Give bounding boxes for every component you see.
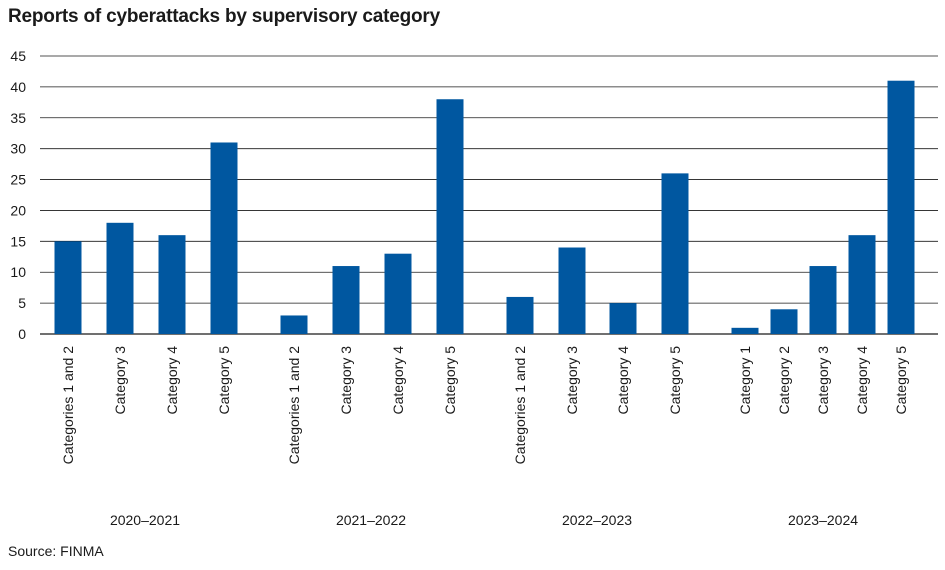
y-tick-label: 15 <box>10 233 26 249</box>
bar <box>384 253 412 334</box>
x-tick-label: Categories 1 and 2 <box>286 346 302 465</box>
bar <box>609 303 637 334</box>
x-tick-label: Category 5 <box>442 346 458 415</box>
y-tick-label: 25 <box>10 172 26 188</box>
y-tick-label: 20 <box>10 202 26 218</box>
bar <box>210 142 238 334</box>
x-tick-label: Category 5 <box>667 346 683 415</box>
bar <box>54 241 82 334</box>
y-tick-label: 40 <box>10 79 26 95</box>
bar <box>158 235 186 334</box>
x-tick-label: Category 4 <box>164 346 180 415</box>
y-tick-label: 0 <box>18 326 26 342</box>
bar <box>809 266 837 334</box>
group-label: 2021–2022 <box>336 512 406 528</box>
group-label: 2022–2023 <box>562 512 632 528</box>
bar <box>332 266 360 334</box>
bar <box>558 247 586 334</box>
bar <box>280 315 308 334</box>
bar <box>436 99 464 334</box>
x-tick-label: Category 1 <box>737 346 753 415</box>
bar <box>848 235 876 334</box>
x-tick-label: Categories 1 and 2 <box>60 346 76 465</box>
x-tick-label: Category 4 <box>854 346 870 415</box>
y-tick-label: 5 <box>18 295 26 311</box>
x-tick-label: Category 3 <box>815 346 831 415</box>
bar <box>106 222 134 334</box>
x-tick-label: Category 5 <box>893 346 909 415</box>
group-label: 2020–2021 <box>110 512 180 528</box>
y-tick-label: 45 <box>10 48 26 64</box>
bar <box>506 296 534 334</box>
group-label: 2023–2024 <box>788 512 858 528</box>
x-tick-label: Categories 1 and 2 <box>512 346 528 465</box>
x-tick-label: Category 4 <box>615 346 631 415</box>
x-tick-label: Category 3 <box>564 346 580 415</box>
chart-title: Reports of cyberattacks by supervisory c… <box>8 6 440 27</box>
x-tick-label: Category 2 <box>776 346 792 415</box>
bar <box>770 309 798 334</box>
x-tick-label: Category 3 <box>338 346 354 415</box>
bar <box>887 80 915 334</box>
x-tick-label: Category 5 <box>216 346 232 415</box>
x-tick-label: Category 3 <box>112 346 128 415</box>
x-tick-label: Category 4 <box>390 346 406 415</box>
bar <box>731 327 759 334</box>
y-tick-label: 30 <box>10 141 26 157</box>
y-tick-label: 10 <box>10 264 26 280</box>
y-tick-label: 35 <box>10 110 26 126</box>
source-note: Source: FINMA <box>8 543 104 559</box>
bar <box>661 173 689 334</box>
